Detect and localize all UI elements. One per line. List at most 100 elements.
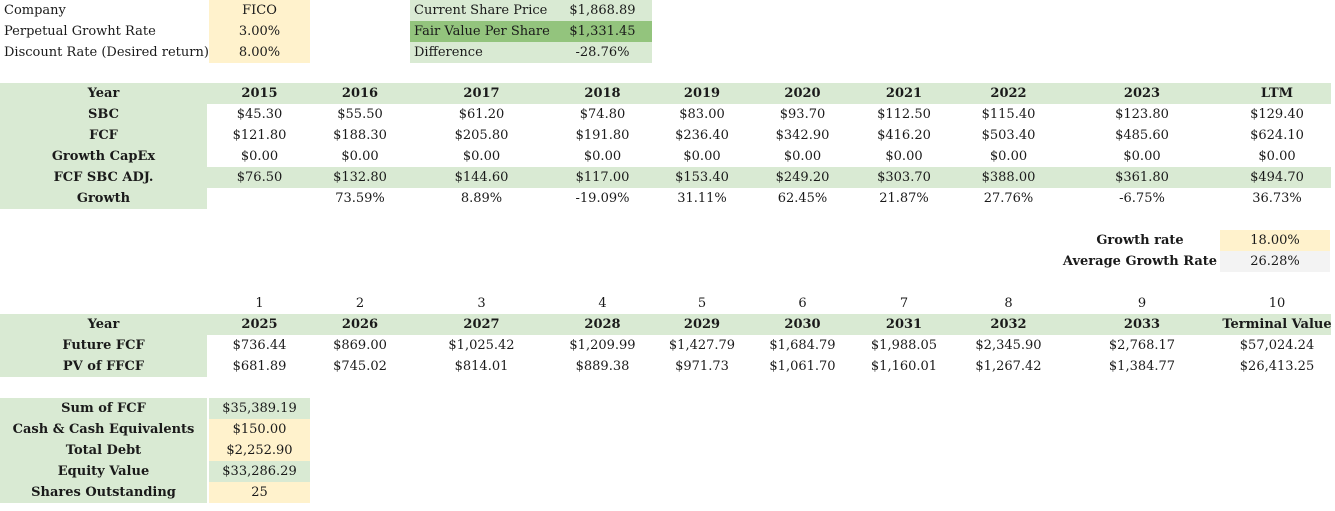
history-cell[interactable]: $0.00 — [989, 149, 1028, 164]
projection-label-column — [0, 314, 207, 377]
projection-cell[interactable]: $889.38 — [575, 359, 630, 374]
discount-rate-label: Discount Rate (Desired return) — [4, 45, 209, 60]
history-year-4: 2019 — [683, 86, 721, 101]
history-cell[interactable]: 27.76% — [983, 191, 1034, 206]
summary-value[interactable]: 25 — [209, 482, 310, 503]
history-cell[interactable]: $503.40 — [981, 128, 1036, 143]
projection-cell[interactable]: $681.89 — [232, 359, 287, 374]
projection-cell[interactable]: $1,160.01 — [870, 359, 938, 374]
projection-period-0: 1 — [255, 296, 264, 311]
history-cell[interactable]: $624.10 — [1250, 128, 1304, 143]
growth-rate-value[interactable]: 18.00% — [1220, 230, 1330, 251]
history-row-label: Growth CapEx — [51, 149, 156, 164]
fair-value-value[interactable]: $1,331.45 — [553, 21, 652, 42]
projection-cell[interactable]: $2,345.90 — [975, 338, 1042, 353]
projection-cell[interactable]: $2,768.17 — [1108, 338, 1176, 353]
history-cell[interactable]: $388.00 — [981, 170, 1036, 185]
projection-cell[interactable]: $971.73 — [675, 359, 729, 374]
projection-cell[interactable]: $1,384.77 — [1108, 359, 1176, 374]
history-cell[interactable]: 21.87% — [879, 191, 929, 206]
history-cell[interactable]: $76.50 — [236, 170, 283, 185]
history-cell[interactable]: $61.20 — [458, 107, 505, 122]
history-cell[interactable]: $0.00 — [1123, 149, 1161, 164]
history-cell[interactable]: $342.90 — [775, 128, 830, 143]
projection-cell[interactable]: $26,413.25 — [1239, 359, 1315, 374]
history-cell[interactable]: 62.45% — [777, 191, 828, 206]
history-cell[interactable]: $416.20 — [877, 128, 931, 143]
history-cell[interactable]: $121.80 — [232, 128, 287, 143]
history-cell[interactable]: $83.00 — [679, 107, 725, 122]
projection-cell[interactable]: $745.02 — [333, 359, 387, 374]
projection-cell[interactable]: $1,988.05 — [870, 338, 938, 353]
history-cell[interactable]: $45.30 — [236, 107, 283, 122]
history-cell[interactable]: $0.00 — [783, 149, 822, 164]
history-cell[interactable]: $0.00 — [341, 149, 379, 164]
projection-row-label: Future FCF — [62, 338, 145, 353]
history-cell[interactable]: 31.11% — [677, 191, 727, 206]
history-cell[interactable]: $115.40 — [981, 107, 1036, 122]
history-cell[interactable]: $205.80 — [454, 128, 509, 143]
history-cell[interactable]: $361.80 — [1115, 170, 1169, 185]
avg-growth-value[interactable]: 26.28% — [1220, 251, 1330, 272]
projection-cell[interactable]: $1,267.42 — [975, 359, 1042, 374]
history-cell[interactable]: $303.70 — [877, 170, 931, 185]
history-cell[interactable]: $188.30 — [333, 128, 387, 143]
projection-cell[interactable]: $1,427.79 — [668, 338, 736, 353]
projection-cell[interactable]: $1,061.70 — [769, 359, 836, 374]
history-cell[interactable]: $0.00 — [583, 149, 622, 164]
company-label: Company — [4, 3, 66, 18]
history-cell[interactable]: $112.50 — [877, 107, 931, 122]
history-cell[interactable]: $0.00 — [683, 149, 721, 164]
history-cell[interactable]: $0.00 — [462, 149, 501, 164]
share-price-value[interactable]: $1,868.89 — [553, 0, 652, 21]
summary-value[interactable]: $2,252.90 — [209, 440, 310, 461]
history-cell[interactable]: $123.80 — [1115, 107, 1169, 122]
history-cell[interactable]: $74.80 — [579, 107, 626, 122]
history-cell[interactable]: $236.40 — [675, 128, 729, 143]
history-cell[interactable]: 36.73% — [1252, 191, 1302, 206]
history-cell[interactable]: $129.40 — [1250, 107, 1304, 122]
history-cell[interactable]: $55.50 — [337, 107, 383, 122]
history-cell[interactable]: $249.20 — [775, 170, 830, 185]
projection-cell[interactable]: $1,684.79 — [769, 338, 836, 353]
history-cell[interactable]: $93.70 — [779, 107, 826, 122]
history-cell[interactable]: $0.00 — [1258, 149, 1296, 164]
projection-cell[interactable]: $814.01 — [454, 359, 509, 374]
history-cell[interactable]: $132.80 — [333, 170, 387, 185]
summary-value[interactable]: $150.00 — [209, 419, 310, 440]
history-cell[interactable]: $494.70 — [1250, 170, 1304, 185]
perpetual-growth-label: Perpetual Growht Rate — [4, 24, 156, 39]
projection-cell[interactable]: $57,024.24 — [1239, 338, 1315, 353]
summary-value[interactable]: $35,389.19 — [209, 398, 310, 419]
history-cell[interactable]: 73.59% — [335, 191, 385, 206]
history-cell[interactable]: $485.60 — [1115, 128, 1169, 143]
history-year-1: 2016 — [341, 86, 379, 101]
projection-year-1: 2026 — [341, 317, 379, 332]
history-cell[interactable] — [209, 188, 310, 209]
history-year-6: 2021 — [885, 86, 923, 101]
projection-cell[interactable]: $869.00 — [333, 338, 387, 353]
projection-cell[interactable]: $1,209.99 — [569, 338, 636, 353]
history-cell[interactable]: -19.09% — [575, 191, 630, 206]
history-year-8: 2023 — [1123, 86, 1161, 101]
history-cell[interactable]: $117.00 — [575, 170, 630, 185]
history-cell[interactable]: $153.40 — [675, 170, 729, 185]
projection-period-2: 3 — [477, 296, 486, 311]
history-row-label: FCF — [89, 128, 118, 143]
projection-year-label: Year — [87, 317, 120, 332]
projection-cell[interactable]: $736.44 — [232, 338, 287, 353]
difference-value[interactable]: -28.76% — [553, 42, 652, 63]
discount-rate-value[interactable]: 8.00% — [209, 42, 310, 63]
history-year-3: 2018 — [584, 86, 621, 101]
history-cell[interactable]: $0.00 — [885, 149, 923, 164]
history-cell[interactable]: 8.89% — [460, 191, 503, 206]
history-cell[interactable]: $144.60 — [454, 170, 509, 185]
company-value[interactable]: FICO — [209, 0, 310, 21]
summary-value[interactable]: $33,286.29 — [209, 461, 310, 482]
history-cell[interactable]: -6.75% — [1119, 191, 1165, 206]
history-cell[interactable]: $191.80 — [575, 128, 630, 143]
projection-year-4: 2029 — [683, 317, 721, 332]
projection-cell[interactable]: $1,025.42 — [448, 338, 515, 353]
history-cell[interactable]: $0.00 — [240, 149, 279, 164]
perpetual-growth-value[interactable]: 3.00% — [209, 21, 310, 42]
